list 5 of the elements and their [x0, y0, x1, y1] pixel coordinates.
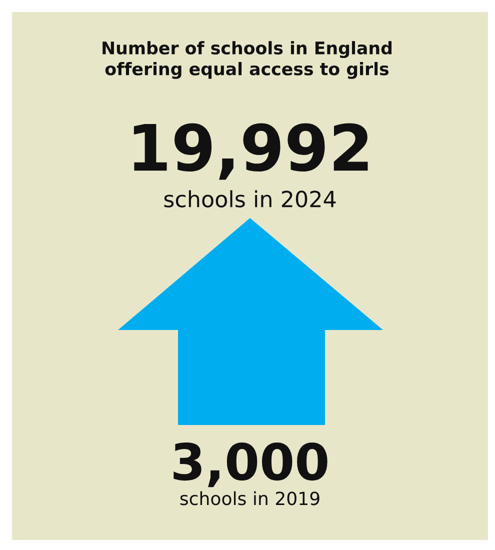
- category-label: schools in 2024: [164, 190, 336, 208]
- data-label: 3,000: [174, 442, 328, 488]
- text: Number of schools in England offering equal access to girls: [102, 41, 392, 79]
- category-label: schools in 2019: [180, 491, 320, 506]
- data-label: 19,992: [134, 123, 368, 180]
